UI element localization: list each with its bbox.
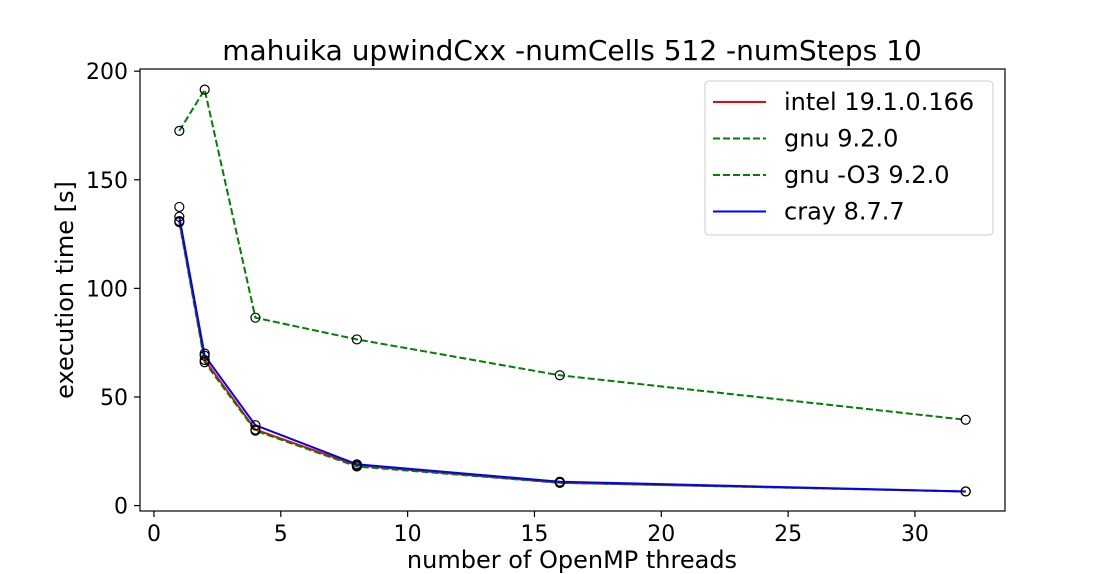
data-point [199,84,210,95]
data-point [250,420,261,431]
data-point [174,211,185,222]
x-tick-label: 15 [520,522,548,547]
legend: intel 19.1.0.166 gnu 9.2.0 gnu -O3 9.2.0 cr… [704,80,994,236]
marker-layer [174,84,971,497]
y-tick-label: 150 [86,169,128,194]
x-axis-ticks: 0 5 10 15 20 25 30 [147,511,929,547]
legend-label-0: intel 19.1.0.166 [784,88,974,116]
y-tick-label: 200 [86,60,128,85]
legend-box [704,80,994,236]
data-point [199,348,210,359]
data-point [174,217,185,228]
x-axis-label: number of OpenMP threads [407,546,737,574]
x-tick-label: 5 [274,522,288,547]
data-point [554,476,565,487]
y-axis-label: execution time [s] [51,181,79,399]
x-tick-label: 25 [774,522,802,547]
plot-frame [139,68,1006,512]
data-point [554,370,565,381]
y-axis-ticks: 0 50 100 150 200 [86,60,140,520]
data-point [174,125,185,137]
series-layer [178,86,966,493]
data-point [351,334,362,345]
chart-title: mahuika upwindCxx -numCells 512 -numStep… [222,34,922,67]
y-tick-label: 50 [100,386,128,411]
legend-label-1: gnu 9.2.0 [784,125,898,153]
data-point [351,459,362,470]
series-line-1 [178,86,966,421]
data-point [960,414,971,425]
legend-label-2: gnu -O3 9.2.0 [784,161,949,189]
data-point [250,425,261,436]
x-tick-label: 30 [901,522,929,547]
y-tick-label: 0 [114,495,128,520]
data-point [250,312,261,323]
x-tick-label: 20 [647,522,675,547]
legend-label-3: cray 8.7.7 [784,198,905,226]
x-tick-label: 10 [394,522,422,547]
y-tick-label: 100 [86,277,128,302]
data-point [174,201,185,213]
series-line-3 [178,216,966,493]
data-point [960,486,971,497]
x-tick-label: 0 [147,522,161,547]
